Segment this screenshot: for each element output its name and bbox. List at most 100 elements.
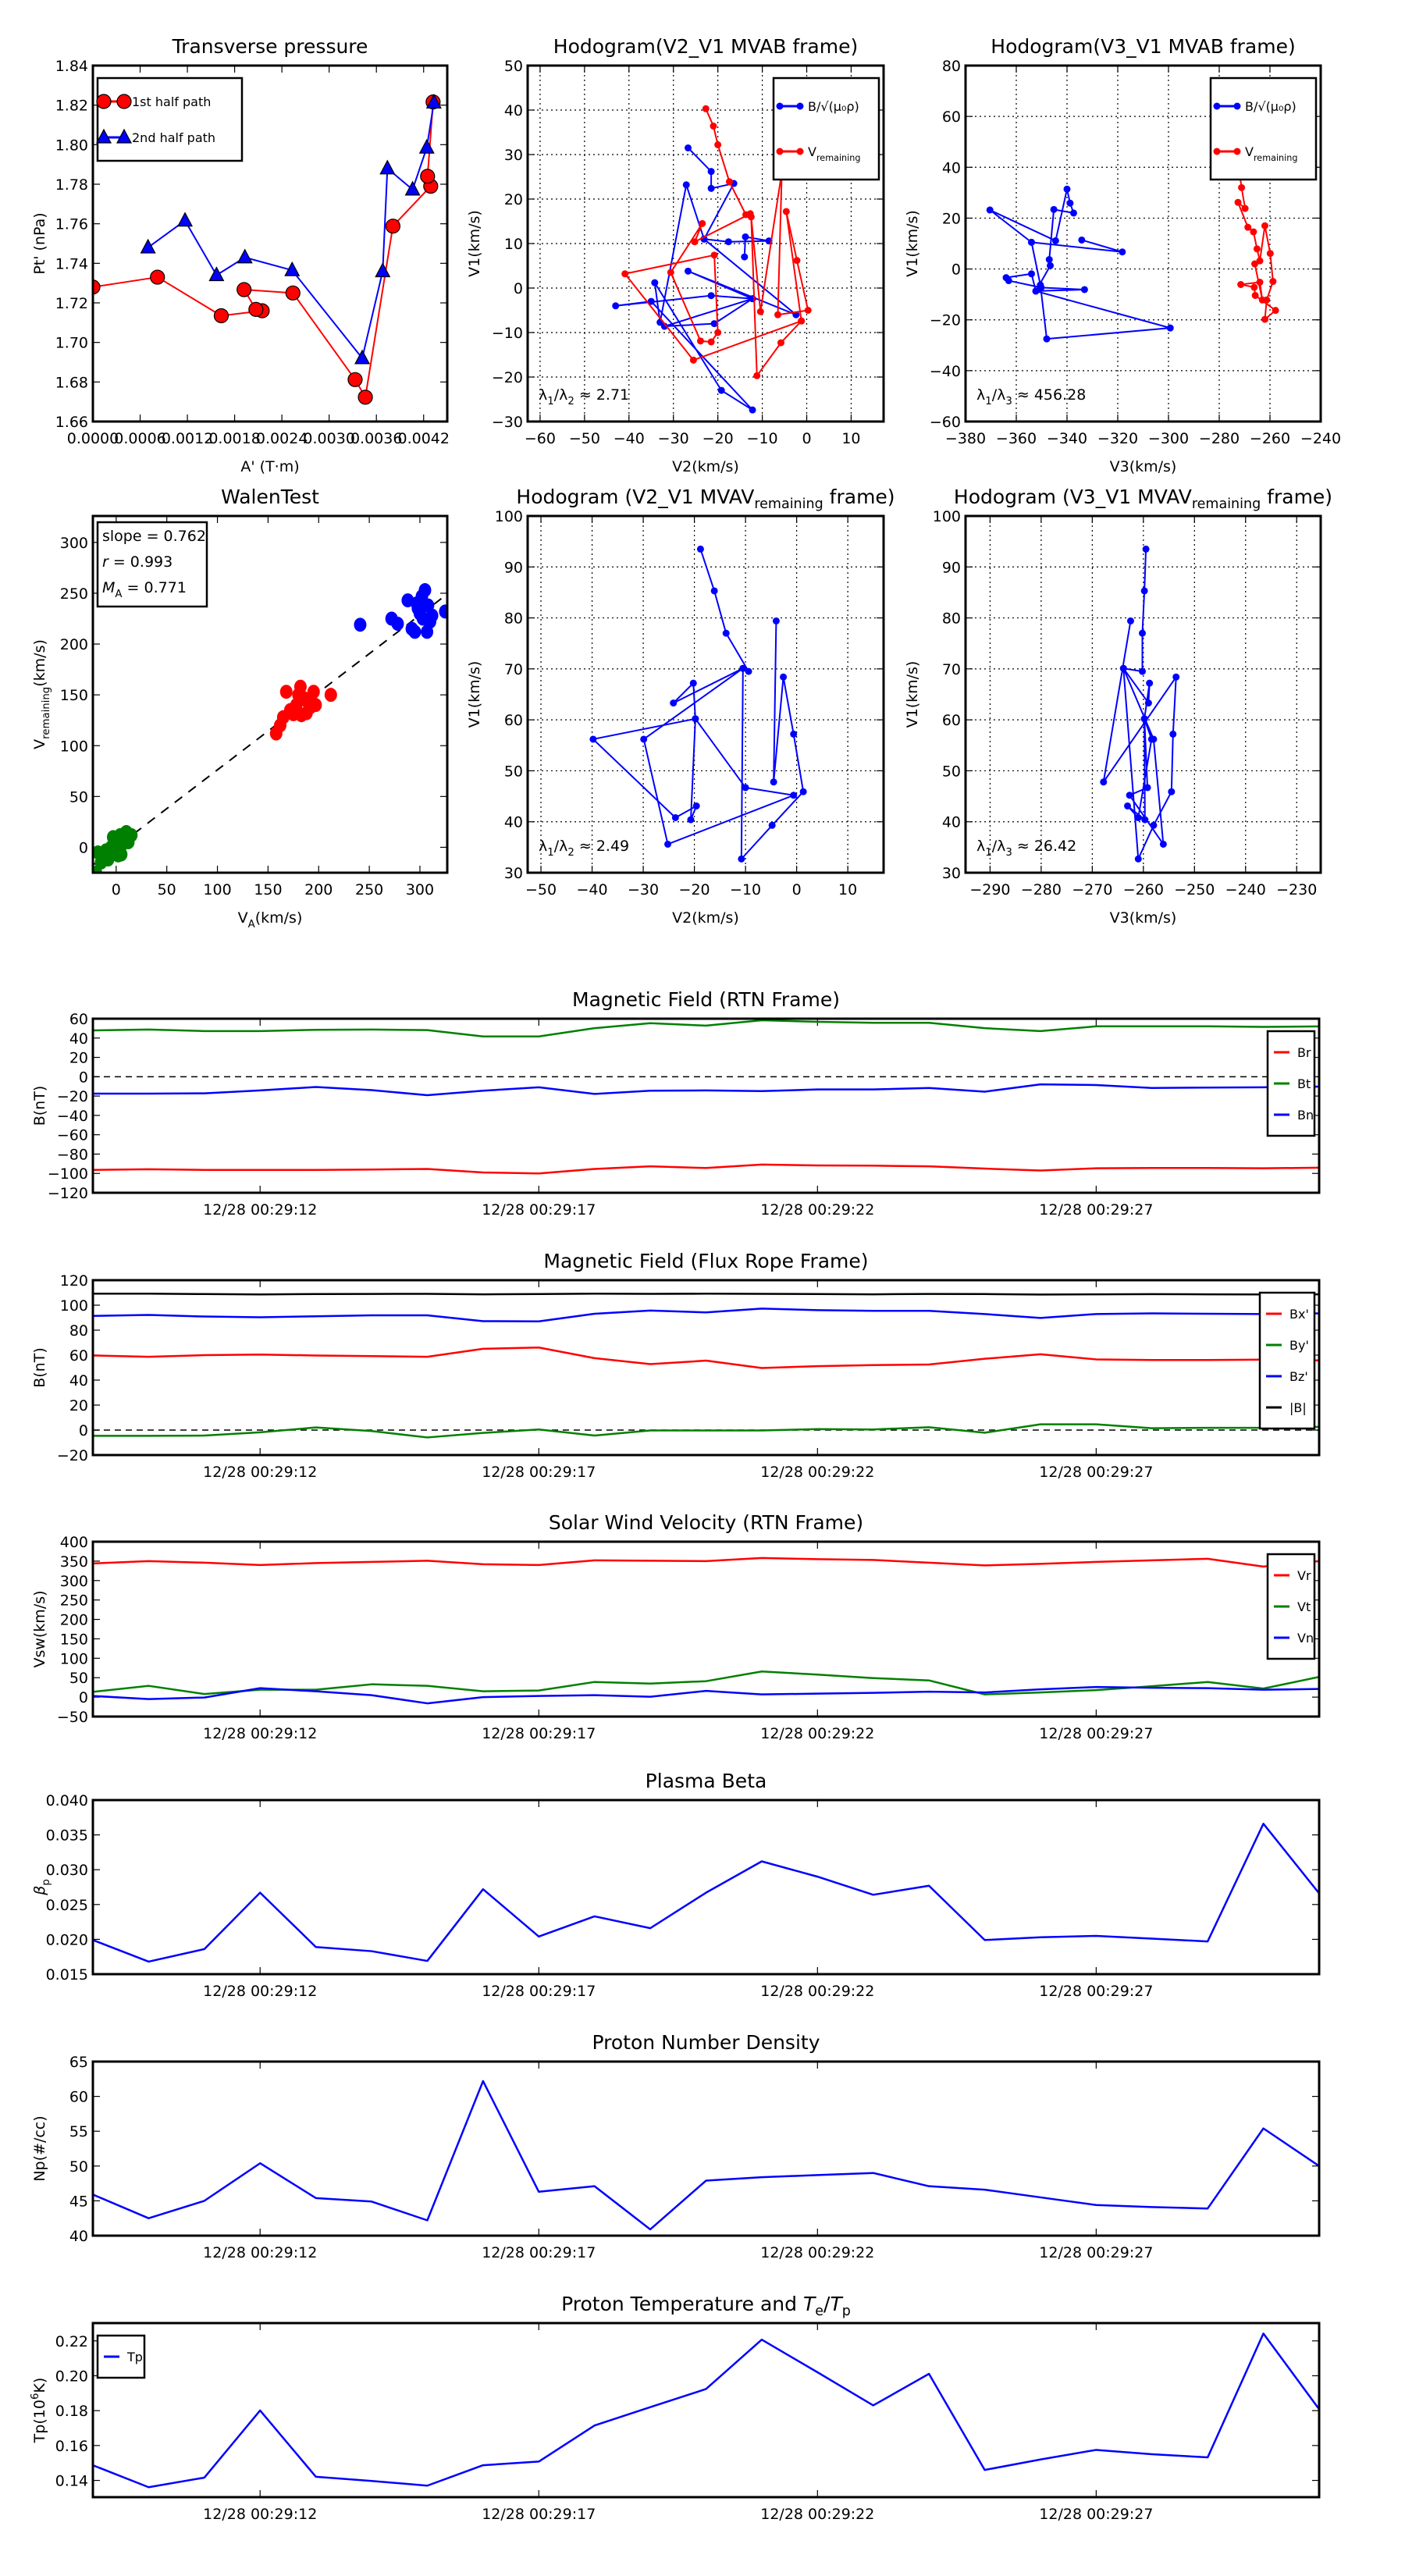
data-point bbox=[1256, 279, 1264, 286]
eigenvalue-ratio-part: 3 bbox=[1005, 396, 1012, 407]
data-point bbox=[324, 688, 337, 703]
x-tick-label: 250 bbox=[355, 881, 383, 898]
data-point bbox=[1139, 667, 1147, 675]
legend-box bbox=[772, 76, 880, 181]
y-axis-label-part: 6 bbox=[30, 2393, 41, 2400]
legend-marker bbox=[96, 94, 112, 109]
data-point bbox=[1237, 280, 1245, 288]
legend-box bbox=[1258, 1291, 1316, 1430]
fit-line bbox=[93, 593, 447, 866]
data-point bbox=[647, 297, 655, 305]
legend-marker bbox=[776, 148, 784, 155]
x-axis-label: A' (T·m) bbox=[240, 458, 299, 475]
y-tick-label: 1.68 bbox=[55, 374, 88, 391]
x-tick-label: 12/28 00:29:12 bbox=[203, 1725, 317, 1742]
y-axis-label-part: Tp(10 bbox=[31, 2400, 48, 2443]
y-tick-label: 0 bbox=[514, 280, 523, 297]
data-point bbox=[354, 349, 371, 365]
data-point bbox=[1241, 205, 1249, 212]
y-tick-label: 20 bbox=[942, 210, 961, 227]
x-tick-label: 100 bbox=[203, 881, 231, 898]
data-point bbox=[777, 339, 784, 347]
plot-area bbox=[93, 2080, 1319, 2231]
legend-label-part: remaining bbox=[816, 153, 861, 163]
data-point bbox=[710, 251, 718, 259]
y-tick-label: 0.030 bbox=[46, 1862, 88, 1879]
y-tick-label: 1.74 bbox=[55, 255, 88, 272]
x-tick-label: 10 bbox=[838, 881, 857, 898]
data-point bbox=[391, 617, 404, 632]
y-tick-label: 40 bbox=[69, 2228, 88, 2245]
y-axis-label: V1(km/s) bbox=[904, 661, 921, 728]
x-axis-label-part: A bbox=[248, 919, 255, 930]
data-point bbox=[589, 735, 597, 743]
eigenvalue-ratio: λ1/λ3 ≈ 26.42 bbox=[976, 838, 1076, 859]
y-tick-label: 40 bbox=[504, 814, 523, 831]
y-tick-label: 60 bbox=[69, 1347, 88, 1364]
data-point bbox=[722, 629, 730, 637]
x-tick-label: 12/28 00:29:17 bbox=[482, 1464, 596, 1481]
eigenvalue-ratio-part: λ bbox=[976, 386, 985, 404]
eigenvalue-ratio-part: 1 bbox=[985, 847, 991, 859]
data-point bbox=[425, 608, 439, 623]
eigenvalue-ratio-part: /λ bbox=[554, 838, 568, 855]
legend-box bbox=[96, 76, 244, 162]
eigenvalue-ratio-part: 2 bbox=[567, 847, 574, 859]
data-point bbox=[1051, 237, 1059, 244]
data-point bbox=[1134, 813, 1142, 821]
eigenvalue-ratio-part: 1 bbox=[547, 396, 553, 407]
y-axis-label: B(nT) bbox=[31, 1086, 48, 1126]
y-axis-label: V1(km/s) bbox=[904, 210, 921, 277]
legend-label-part: V bbox=[1245, 144, 1254, 159]
y-tick-label: 1.78 bbox=[55, 176, 88, 194]
stats-line-part: r bbox=[102, 553, 109, 571]
data-point bbox=[1028, 238, 1035, 246]
data-point bbox=[621, 270, 629, 278]
x-tick-label: −240 bbox=[1225, 881, 1266, 898]
data-point bbox=[1032, 287, 1040, 295]
data-point bbox=[279, 685, 293, 699]
y-tick-label: −40 bbox=[930, 363, 961, 380]
legend-marker bbox=[1213, 102, 1221, 110]
data-point bbox=[739, 664, 747, 672]
series-line bbox=[93, 1685, 1319, 1705]
data-point bbox=[1244, 223, 1252, 231]
hodogram-v2-v1-mvab-chart: Hodogram(V2_V1 MVAB frame) −60 −50 −40 −30 −2… bbox=[466, 35, 885, 475]
chart-title: Proton Temperature and Te/Tp bbox=[561, 2293, 851, 2319]
eigenvalue-ratio-part: /λ bbox=[554, 386, 568, 404]
y-tick-label: −120 bbox=[48, 1185, 88, 1202]
data-point bbox=[710, 320, 718, 328]
chart-title: Hodogram (V3_V1 MVAVremaining frame) bbox=[954, 486, 1332, 512]
data-point bbox=[425, 94, 442, 109]
chart-title-part: / bbox=[823, 2293, 831, 2315]
data-point bbox=[1047, 262, 1055, 269]
chart-title: WalenTest bbox=[221, 486, 319, 508]
data-point bbox=[699, 219, 706, 227]
y-tick-label: 0 bbox=[951, 262, 961, 279]
data-point bbox=[1063, 185, 1071, 193]
data-point bbox=[1126, 792, 1133, 799]
stats-line: r = 0.993 bbox=[102, 553, 173, 571]
x-tick-label: 12/28 00:29:17 bbox=[482, 1725, 596, 1742]
data-point bbox=[1139, 629, 1147, 637]
data-point bbox=[685, 144, 692, 151]
eigenvalue-ratio-part: ≈ 2.49 bbox=[574, 838, 629, 855]
y-tick-label: 1.70 bbox=[55, 335, 88, 352]
data-point bbox=[1250, 283, 1258, 291]
x-tick-label: −290 bbox=[969, 881, 1010, 898]
eigenvalue-ratio-part: λ bbox=[976, 838, 985, 855]
x-tick-label: 0 bbox=[802, 430, 811, 447]
chart-title: Plasma Beta bbox=[646, 1770, 767, 1792]
y-tick-label: 0.22 bbox=[55, 2333, 88, 2350]
y-tick-label: 120 bbox=[60, 1272, 88, 1290]
data-point bbox=[101, 852, 115, 867]
data-point bbox=[93, 279, 101, 295]
axes-frame bbox=[91, 64, 449, 423]
y-tick-label: −20 bbox=[57, 1447, 88, 1464]
chart-title-part: remaining bbox=[754, 496, 823, 512]
data-point bbox=[115, 847, 128, 862]
y-tick-label: −60 bbox=[57, 1127, 88, 1144]
axes-frame bbox=[91, 2322, 1321, 2499]
chart-title-part: e bbox=[815, 2304, 823, 2319]
stats-line-part: = 0.771 bbox=[123, 579, 187, 596]
